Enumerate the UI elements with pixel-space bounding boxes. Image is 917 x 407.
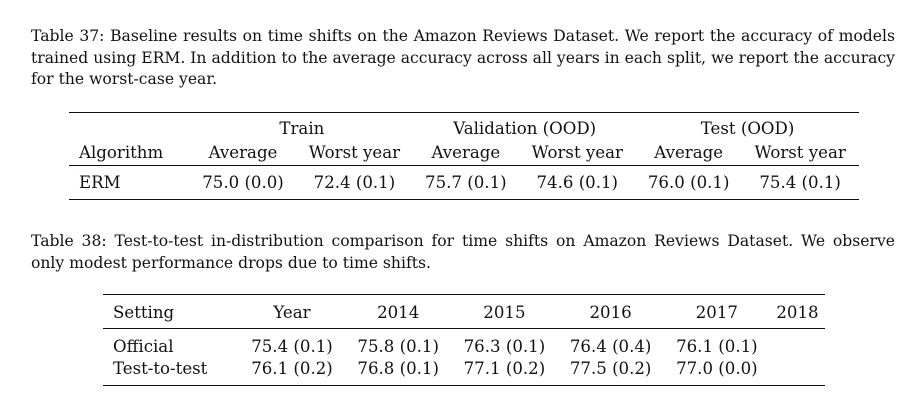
table37-cell: 74.6 (0.1)	[536, 173, 619, 192]
table38-cell-setting: Official	[113, 336, 174, 356]
table37-header-row: Algorithm Average Worst year Average Wor…	[69, 139, 859, 166]
table38-header-row: Setting Year 2014 2015 2016 2017 2018	[103, 294, 825, 329]
table38-cell: 76.8 (0.1)	[357, 358, 439, 378]
table38-cell: 75.8 (0.1)	[357, 336, 439, 356]
table38-header-2016: 2016	[557, 294, 664, 329]
table38-cell-setting: Test-to-test	[113, 358, 208, 378]
table38-cell: 76.4 (0.4)	[569, 336, 652, 356]
table37-group-test: Test (OOD)	[700, 119, 795, 138]
table38-cell: 76.1 (0.1)	[676, 336, 758, 356]
table37-cell: 75.0 (0.0)	[202, 173, 284, 192]
table38-caption: Table 38: Test-to-test in-distribution c…	[31, 232, 895, 272]
table37-caption: Table 37: Baseline results on time shift…	[31, 27, 895, 88]
table38-header-2017: 2017	[663, 294, 770, 329]
table38-cell	[770, 357, 825, 386]
table-row: Official 75.4 (0.1) 75.8 (0.1) 76.3 (0.1…	[103, 329, 825, 358]
table37-group-validation: Validation (OOD)	[453, 119, 597, 138]
table37-cell: 75.4 (0.1)	[759, 173, 841, 192]
table37-group-empty	[69, 113, 190, 140]
table37: Train Validation (OOD) Test (OOD) Algori…	[69, 112, 859, 200]
table37-cell: 76.0 (0.1)	[647, 173, 730, 192]
table37-cell: 75.7 (0.1)	[425, 173, 507, 192]
table37-header-test-worst: Worst year	[741, 139, 859, 166]
table37-header-train-average: Average	[190, 139, 296, 166]
table38-cell: 76.3 (0.1)	[463, 336, 546, 356]
table-row: Test-to-test 76.1 (0.2) 76.8 (0.1) 77.1 …	[103, 357, 825, 386]
table38-cell: 77.0 (0.0)	[676, 358, 758, 378]
table38: Setting Year 2014 2015 2016 2017 2018 Of…	[103, 294, 825, 386]
table38-header-2015: 2015	[451, 294, 558, 329]
table37-header-train-worst: Worst year	[295, 139, 414, 166]
table37-header-algorithm: Algorithm	[69, 139, 191, 166]
table-row: ERM 75.0 (0.0) 72.4 (0.1) 75.7 (0.1) 74.…	[69, 166, 859, 200]
table38-header-setting: Setting	[103, 294, 239, 329]
table38-cell: 75.4 (0.1)	[251, 336, 333, 356]
table37-header-val-average: Average	[413, 139, 519, 166]
table37-cell-algorithm: ERM	[79, 173, 121, 192]
table38-header-year: Year	[238, 294, 346, 329]
table38-header-2018: 2018	[769, 294, 825, 329]
table37-group-header-row: Train Validation (OOD) Test (OOD)	[69, 113, 859, 140]
table37-header-test-average: Average	[636, 139, 742, 166]
table37-header-val-worst: Worst year	[518, 139, 637, 166]
table37-cell: 72.4 (0.1)	[313, 173, 396, 192]
table38-cell: 76.1 (0.2)	[251, 358, 333, 378]
table37-group-train: Train	[279, 119, 325, 138]
table38-cell: 77.1 (0.2)	[463, 358, 546, 378]
table38-header-2014: 2014	[345, 294, 452, 329]
table38-cell: 77.5 (0.2)	[569, 358, 652, 378]
table38-cell	[770, 329, 825, 358]
